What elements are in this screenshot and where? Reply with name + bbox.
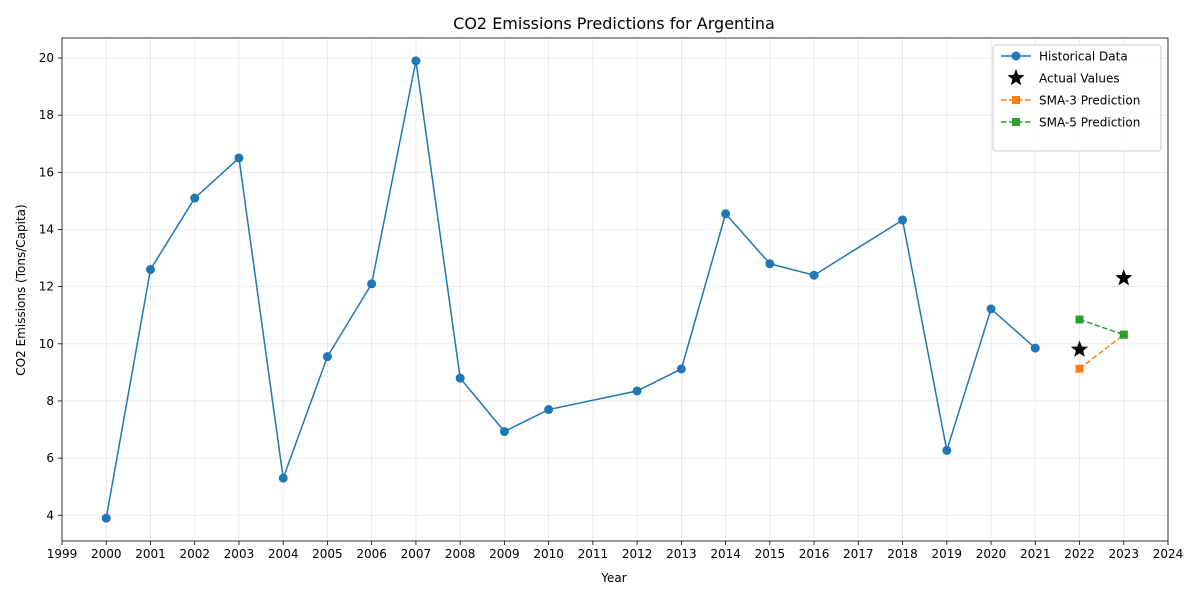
x-tick-label: 2014 bbox=[710, 547, 741, 561]
x-tick-label: 2023 bbox=[1108, 547, 1139, 561]
y-tick-label: 20 bbox=[39, 51, 54, 65]
y-tick-label: 8 bbox=[46, 394, 54, 408]
data-point-0 bbox=[765, 259, 775, 269]
data-point-0 bbox=[676, 364, 686, 374]
x-tick-label: 2002 bbox=[179, 547, 210, 561]
series-line-2 bbox=[1079, 334, 1125, 370]
y-tick-label: 18 bbox=[39, 108, 54, 122]
data-point-0 bbox=[234, 153, 244, 163]
data-point-0 bbox=[499, 427, 509, 437]
y-tick-label: 4 bbox=[46, 508, 54, 522]
data-point-2 bbox=[1075, 364, 1084, 373]
x-tick-label: 2006 bbox=[356, 547, 387, 561]
x-tick-label: 2001 bbox=[135, 547, 166, 561]
data-point-1 bbox=[1070, 340, 1089, 357]
x-tick-label: 2018 bbox=[887, 547, 918, 561]
grid-lines bbox=[61, 38, 1169, 541]
x-tick-label: 2024 bbox=[1153, 547, 1184, 561]
x-tick-label: 2013 bbox=[666, 547, 697, 561]
y-tick-label: 16 bbox=[39, 165, 54, 179]
legend: Historical Data Actual Values SMA-3 Predic… bbox=[992, 44, 1162, 152]
data-point-0 bbox=[898, 215, 908, 225]
legend-marker-2 bbox=[1012, 96, 1020, 104]
plot-series bbox=[101, 56, 1133, 523]
data-point-0 bbox=[190, 193, 200, 203]
data-point-0 bbox=[721, 209, 731, 219]
data-point-0 bbox=[632, 386, 642, 396]
x-tick-label: 2015 bbox=[755, 547, 786, 561]
data-point-1 bbox=[1115, 269, 1133, 286]
x-tick-label: 1999 bbox=[47, 547, 78, 561]
legend-marker-0 bbox=[1011, 51, 1021, 61]
y-tick-label: 6 bbox=[46, 451, 54, 465]
x-tick-label: 2007 bbox=[401, 547, 432, 561]
x-tick-label: 2009 bbox=[489, 547, 520, 561]
legend-label-2: SMA-3 Prediction bbox=[1039, 94, 1140, 108]
x-tick-label: 2005 bbox=[312, 547, 343, 561]
plot-frame bbox=[61, 37, 1169, 542]
data-point-0 bbox=[942, 445, 952, 455]
x-tick-label: 2017 bbox=[843, 547, 874, 561]
y-axis-title: CO2 Emissions (Tons/Capita) bbox=[14, 204, 28, 375]
chart-title: CO2 Emissions Predictions for Argentina bbox=[453, 14, 775, 33]
data-point-0 bbox=[809, 270, 819, 280]
data-point-3 bbox=[1075, 315, 1084, 324]
x-tick-label: 2004 bbox=[268, 547, 299, 561]
legend-marker-3 bbox=[1012, 118, 1020, 126]
data-point-0 bbox=[544, 405, 554, 415]
x-tick-label: 2020 bbox=[976, 547, 1007, 561]
legend-label-1: Actual Values bbox=[1039, 72, 1120, 86]
legend-box bbox=[992, 44, 1162, 152]
data-point-0 bbox=[101, 513, 111, 523]
data-point-0 bbox=[322, 352, 332, 362]
x-tick-label: 2011 bbox=[578, 547, 609, 561]
x-tick-label: 2000 bbox=[91, 547, 122, 561]
x-tick-label: 2003 bbox=[224, 547, 255, 561]
data-point-0 bbox=[278, 473, 288, 483]
y-tick-label: 12 bbox=[39, 280, 54, 294]
y-tick-label: 10 bbox=[39, 337, 54, 351]
data-point-0 bbox=[145, 264, 155, 274]
data-point-0 bbox=[986, 304, 996, 314]
x-tick-label: 2021 bbox=[1020, 547, 1051, 561]
axes: 1999 2000 2001 2002 2003 2004 2005 2006 2007 2008… bbox=[39, 37, 1184, 561]
data-point-0 bbox=[367, 279, 377, 289]
data-point-0 bbox=[411, 56, 421, 66]
x-tick-label: 2010 bbox=[533, 547, 564, 561]
data-point-0 bbox=[1030, 343, 1040, 353]
x-tick-label: 2019 bbox=[932, 547, 963, 561]
legend-marker-1 bbox=[1007, 69, 1025, 86]
x-tick-label: 2016 bbox=[799, 547, 830, 561]
series-line-0 bbox=[105, 60, 1036, 519]
legend-label-3: SMA-5 Prediction bbox=[1039, 116, 1140, 130]
x-tick-label: 2012 bbox=[622, 547, 653, 561]
x-axis-title: Year bbox=[600, 571, 626, 585]
y-tick-label: 14 bbox=[39, 222, 54, 236]
x-tick-label: 2008 bbox=[445, 547, 476, 561]
data-point-0 bbox=[455, 373, 465, 383]
x-tick-label: 2022 bbox=[1064, 547, 1095, 561]
legend-label-0: Historical Data bbox=[1039, 50, 1128, 64]
data-point-3 bbox=[1119, 330, 1128, 339]
